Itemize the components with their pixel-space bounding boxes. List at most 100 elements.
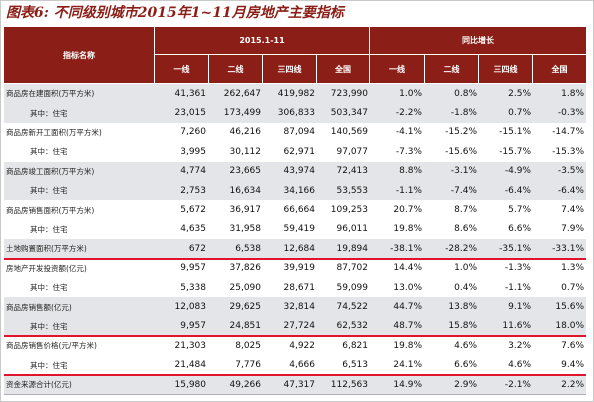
growth-cell: -3.5% xyxy=(557,166,584,177)
value-cell: 12,083 xyxy=(174,302,207,313)
growth-cell: 13.0% xyxy=(393,282,422,293)
growth-cell: -33.1% xyxy=(552,243,584,254)
value-cell: 25,090 xyxy=(229,282,262,293)
value-cell: 8,025 xyxy=(235,340,261,351)
header-period: 2015.1-11 xyxy=(239,36,285,45)
growth-cell: 4.6% xyxy=(508,360,531,371)
growth-cell: 44.7% xyxy=(393,302,422,313)
growth-cell: 6.6% xyxy=(508,224,531,235)
growth-cell: -1.3% xyxy=(504,263,531,274)
growth-cell: 8.7% xyxy=(454,205,477,216)
growth-cell: 1.0% xyxy=(454,263,477,274)
value-cell: 39,919 xyxy=(283,263,316,274)
header-col-label: 一线 xyxy=(389,64,405,74)
growth-cell: 0.4% xyxy=(454,282,477,293)
growth-cell: 8.6% xyxy=(454,224,477,235)
value-cell: 306,833 xyxy=(277,108,315,119)
section-divider xyxy=(4,374,586,376)
value-cell: 87,702 xyxy=(336,263,369,274)
growth-cell: 19.8% xyxy=(393,224,422,235)
row-label: 其中：住宅 xyxy=(30,283,68,293)
table-row: 其中：住宅 2,753 16,634 34,166 53,553 -1.1% -7.4% -6… xyxy=(4,181,586,201)
growth-cell: -2.1% xyxy=(504,379,531,390)
header-indicator-cell: 指标名称 xyxy=(4,27,154,83)
growth-cell: 4.6% xyxy=(454,340,477,351)
growth-cell: -15.1% xyxy=(499,127,531,138)
growth-cell: 20.7% xyxy=(393,205,422,216)
table-row: 其中：住宅 5,338 25,090 28,671 59,099 13.0% 0.4% -1.… xyxy=(4,278,586,297)
value-cell: 27,724 xyxy=(283,321,316,332)
growth-cell: 7.4% xyxy=(561,205,584,216)
row-label: 其中：住宅 xyxy=(30,186,68,196)
value-cell: 672 xyxy=(188,243,206,254)
growth-cell: -4.1% xyxy=(395,127,422,138)
growth-cell: -28.2% xyxy=(445,243,477,254)
value-cell: 30,112 xyxy=(229,146,262,157)
value-cell: 7,260 xyxy=(180,127,206,138)
value-cell: 62,532 xyxy=(336,321,369,332)
growth-cell: -4.9% xyxy=(504,166,531,177)
header-growth-col-tier34: 三四线 xyxy=(479,55,532,83)
value-cell: 9,957 xyxy=(180,263,206,274)
header-indicator: 指标名称 xyxy=(63,50,95,60)
growth-cell: 11.6% xyxy=(502,321,531,332)
value-cell: 12,684 xyxy=(283,243,316,254)
growth-cell: 7.9% xyxy=(561,224,584,235)
growth-cell: -6.4% xyxy=(504,185,531,196)
figure-caption: 图表6: 不同级别城市2015年1~11月房地产主要指标 xyxy=(6,5,344,21)
growth-cell: 0.8% xyxy=(454,88,477,99)
value-cell: 87,094 xyxy=(283,127,316,138)
header-col-tier1: 一线 xyxy=(155,55,208,83)
growth-cell: 9.1% xyxy=(508,302,531,313)
growth-cell: -15.6% xyxy=(445,146,477,157)
header-col-label: 全国 xyxy=(335,64,351,74)
value-cell: 419,982 xyxy=(277,88,315,99)
value-cell: 72,413 xyxy=(336,166,369,177)
value-cell: 16,634 xyxy=(229,185,262,196)
value-cell: 46,216 xyxy=(229,127,262,138)
value-cell: 66,664 xyxy=(283,205,316,216)
value-cell: 5,338 xyxy=(180,282,206,293)
value-cell: 7,776 xyxy=(235,360,261,371)
header-col-label: 全国 xyxy=(551,64,568,74)
growth-cell: 13.8% xyxy=(448,302,477,313)
growth-cell: -3.1% xyxy=(450,166,477,177)
header-col-label: 二线 xyxy=(227,64,244,74)
table-row: 资金来源合计(亿元) 15,980 49,266 47,317 112,563 14.9%… xyxy=(4,375,586,395)
row-label: 商品房销售额(亿元) xyxy=(6,302,72,312)
value-cell: 28,671 xyxy=(283,282,316,293)
value-cell: 19,894 xyxy=(336,243,369,254)
growth-cell: 1.3% xyxy=(561,263,584,274)
value-cell: 9,957 xyxy=(180,321,206,332)
row-label: 其中：住宅 xyxy=(30,321,68,331)
growth-cell: 15.6% xyxy=(555,302,584,313)
table-row: 其中：住宅 23,015 173,499 306,833 503,347 -2.2% -1.… xyxy=(4,103,586,123)
row-label: 其中：住宅 xyxy=(30,147,68,157)
row-label: 商品房在建面积(万平方米) xyxy=(6,89,95,99)
section-divider xyxy=(4,335,586,338)
value-cell: 62,971 xyxy=(283,146,316,157)
row-label: 商品房新开工面积(万平方米) xyxy=(6,127,102,137)
growth-cell: -14.7% xyxy=(552,127,584,138)
header-period-cell: 2015.1-11 xyxy=(155,27,369,54)
value-cell: 34,166 xyxy=(283,185,316,196)
value-cell: 109,253 xyxy=(330,205,368,216)
value-cell: 36,917 xyxy=(229,205,262,216)
growth-cell: 2.2% xyxy=(561,379,584,390)
growth-cell: -38.1% xyxy=(390,243,422,254)
value-cell: 24,851 xyxy=(229,321,262,332)
value-cell: 23,015 xyxy=(174,108,207,119)
row-label: 其中：住宅 xyxy=(30,108,68,118)
value-cell: 503,347 xyxy=(330,108,368,119)
value-cell: 43,974 xyxy=(283,166,316,177)
value-cell: 6,538 xyxy=(235,243,261,254)
value-cell: 74,522 xyxy=(336,302,369,313)
growth-cell: 0.7% xyxy=(508,108,531,119)
growth-cell: 18.0% xyxy=(555,321,584,332)
section-divider xyxy=(4,257,586,260)
value-cell: 140,569 xyxy=(330,127,368,138)
value-cell: 23,665 xyxy=(229,166,262,177)
growth-cell: 3.2% xyxy=(508,340,531,351)
value-cell: 4,666 xyxy=(289,360,315,371)
growth-cell: 6.6% xyxy=(454,360,477,371)
